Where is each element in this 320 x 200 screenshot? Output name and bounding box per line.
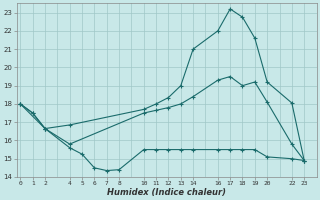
X-axis label: Humidex (Indice chaleur): Humidex (Indice chaleur)	[107, 188, 226, 197]
